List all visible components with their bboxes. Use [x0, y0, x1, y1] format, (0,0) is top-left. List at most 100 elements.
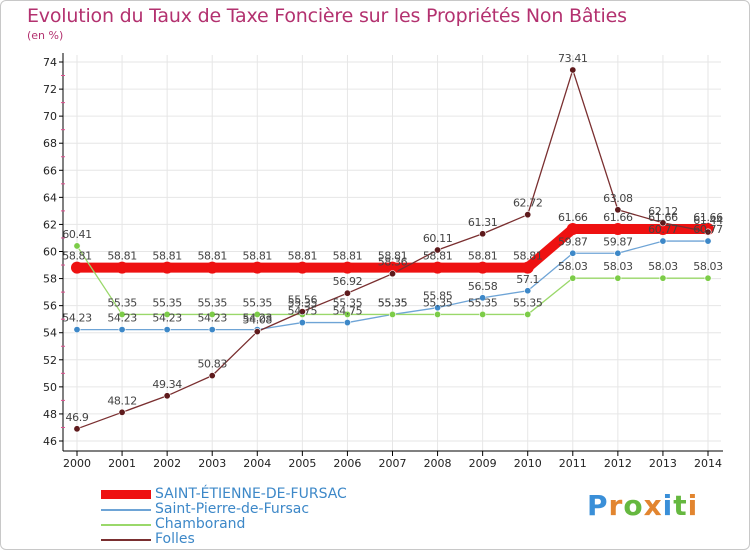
data-label: 61.66	[693, 211, 723, 224]
proxiti-logo[interactable]: Proxiti	[587, 489, 698, 522]
data-point	[298, 319, 306, 327]
data-label: 59.87	[558, 235, 588, 248]
data-point	[521, 261, 534, 274]
data-point	[479, 294, 487, 302]
logo-letter: i	[662, 489, 674, 522]
data-label: 55.56	[288, 294, 318, 307]
data-label: 61.66	[648, 211, 678, 224]
logo-letter: r	[608, 489, 624, 522]
data-label: 60.77	[648, 223, 678, 236]
data-point	[569, 274, 577, 282]
logo-letter: x	[643, 489, 663, 522]
data-label: 56.58	[468, 280, 498, 293]
data-point	[298, 308, 306, 316]
y-tick-label: 50	[43, 381, 57, 394]
data-label: 54.23	[62, 312, 92, 325]
data-label: 58.81	[243, 250, 273, 263]
data-point	[434, 304, 442, 312]
y-tick-label: 72	[43, 83, 57, 96]
data-label: 60.77	[693, 223, 723, 236]
data-label: 58.81	[333, 250, 363, 263]
data-point	[479, 230, 487, 238]
data-label: 55.35	[197, 296, 227, 309]
y-tick-label: 62	[43, 218, 57, 231]
legend-swatch	[101, 508, 151, 511]
data-label: 48.12	[107, 394, 137, 407]
data-label: 58.36	[378, 256, 408, 269]
x-tick-label: 2006	[333, 457, 361, 470]
data-label: 46.9	[66, 411, 89, 424]
data-label: 58.03	[558, 260, 588, 273]
y-tick-label: 64	[43, 191, 57, 204]
y-tick-label: 70	[43, 110, 57, 123]
data-label: 57.1	[516, 273, 539, 286]
data-point	[704, 228, 712, 236]
data-point	[431, 261, 444, 274]
data-point	[388, 310, 396, 318]
legend-label: Folles	[155, 531, 195, 547]
data-label: 58.81	[423, 250, 453, 263]
data-point	[163, 326, 171, 334]
data-label: 60.11	[423, 232, 453, 245]
y-tick-label: 52	[43, 354, 57, 367]
data-point	[343, 319, 351, 327]
data-point	[116, 261, 129, 274]
legend-item-chamborand[interactable]: Chamborand	[101, 517, 347, 532]
data-point	[208, 310, 216, 318]
x-tick-label: 2002	[153, 457, 181, 470]
data-label: 58.81	[288, 250, 318, 263]
data-point	[208, 372, 216, 380]
legend-label: Chamborand	[155, 516, 246, 532]
data-label: 55.35	[152, 296, 182, 309]
data-label: 54.75	[288, 305, 318, 318]
data-point	[656, 223, 669, 236]
data-label: 58.81	[378, 250, 408, 263]
data-point	[343, 289, 351, 297]
data-label: 54.08	[243, 314, 273, 327]
y-tick-label: 66	[43, 164, 57, 177]
data-point	[386, 261, 399, 274]
data-label: 55.35	[378, 296, 408, 309]
data-label: 58.03	[648, 260, 678, 273]
data-point	[251, 261, 264, 274]
data-point	[253, 328, 261, 336]
data-point	[566, 223, 579, 236]
data-point	[611, 223, 624, 236]
data-point	[163, 310, 171, 318]
data-point	[118, 310, 126, 318]
data-label: 73.41	[558, 52, 588, 65]
data-label: 61.31	[468, 216, 498, 229]
data-label: 54.23	[243, 312, 273, 325]
legend-swatch	[101, 523, 151, 526]
legend: SAINT-ÉTIENNE-DE-FURSAC Saint-Pierre-de-…	[101, 487, 347, 547]
x-tick-label: 2001	[108, 457, 136, 470]
x-tick-label: 2011	[559, 457, 587, 470]
data-label: 55.35	[243, 296, 273, 309]
legend-item-saint-etienne-de-fursac[interactable]: SAINT-ÉTIENNE-DE-FURSAC	[101, 487, 347, 502]
data-point	[341, 261, 354, 274]
data-point	[524, 310, 532, 318]
data-label: 60.41	[62, 228, 92, 241]
data-point	[208, 326, 216, 334]
logo-letter: P	[587, 489, 609, 522]
data-label: 49.34	[152, 378, 182, 391]
data-label: 58.81	[513, 250, 543, 263]
data-label: 56.92	[333, 275, 363, 288]
data-label: 62.72	[513, 197, 543, 210]
data-label-layer: 58.81 58.81 58.81 58.81 58.81 58.81 58.81 58.81…	[62, 52, 723, 424]
data-label: 59.87	[603, 235, 633, 248]
x-tick-label: 2014	[694, 457, 722, 470]
legend-item-folles[interactable]: Folles	[101, 532, 347, 547]
data-label: 61.66	[558, 211, 588, 224]
x-tick-label: 2008	[424, 457, 452, 470]
data-label: 55.35	[333, 296, 363, 309]
chart-subtitle: (en %)	[27, 29, 64, 42]
data-label: 55.85	[423, 290, 453, 303]
data-label: 54.23	[152, 312, 182, 325]
legend-item-saint-pierre-de-fursac[interactable]: Saint-Pierre-de-Fursac	[101, 502, 347, 517]
data-point	[659, 219, 667, 227]
y-tick-label: 68	[43, 137, 57, 150]
x-tick-label: 2000	[63, 457, 91, 470]
data-point	[161, 261, 174, 274]
